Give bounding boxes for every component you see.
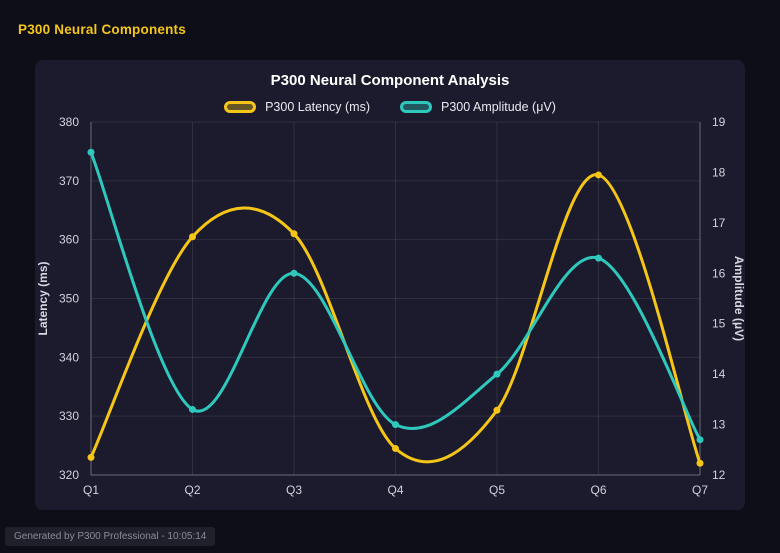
series-point-0	[392, 445, 399, 453]
legend-label-amplitude: P300 Amplitude (μV)	[441, 100, 556, 114]
legend-swatch-latency-icon	[224, 101, 257, 113]
series-point-1	[189, 405, 196, 413]
series-point-1	[392, 421, 399, 429]
x-tick-label: Q7	[692, 483, 708, 497]
left-tick-label: 360	[59, 233, 79, 247]
x-tick-label: Q4	[387, 483, 403, 497]
left-tick-label: 380	[59, 116, 79, 129]
x-tick-label: Q6	[590, 483, 606, 497]
right-tick-label: 12	[712, 468, 726, 482]
chart-legend: P300 Latency (ms) P300 Amplitude (μV)	[35, 100, 745, 114]
right-tick-label: 13	[712, 418, 726, 432]
right-tick-label: 16	[712, 266, 726, 280]
chart-svg: 320 330 340 350 360 370 380 12 13 14 15 16 17 18 19 Q1 Q…	[36, 116, 745, 497]
left-tick-label: 340	[59, 350, 79, 364]
x-tick-label: Q3	[286, 483, 302, 497]
right-tick-label: 19	[712, 116, 726, 129]
left-axis-title: Latency (ms)	[36, 261, 50, 335]
series-point-0	[493, 406, 501, 414]
legend-item-amplitude[interactable]: P300 Amplitude (μV)	[400, 100, 556, 114]
x-tick-label: Q1	[83, 483, 99, 497]
right-tick-label: 14	[712, 367, 726, 381]
series-point-0	[595, 171, 602, 179]
legend-item-latency[interactable]: P300 Latency (ms)	[224, 100, 370, 114]
series-point-1	[87, 148, 95, 156]
series-point-1	[493, 370, 501, 378]
right-axis-title: Amplitude (μV)	[732, 256, 745, 341]
series-point-1	[595, 254, 602, 262]
right-tick-label: 15	[712, 317, 726, 331]
chart-title: P300 Neural Component Analysis	[270, 72, 510, 89]
series-point-0	[290, 230, 298, 238]
legend-swatch-amplitude-icon	[400, 101, 432, 113]
series-point-0	[87, 453, 95, 461]
series-point-0	[696, 459, 704, 467]
series-point-1	[290, 269, 298, 277]
x-tick-label: Q5	[489, 483, 505, 497]
right-tick-label: 18	[712, 165, 726, 179]
page-title: P300 Neural Components	[18, 22, 186, 37]
chart-panel: P300 Neural Component Analysis P300 Late…	[35, 60, 745, 510]
left-tick-label: 350	[59, 292, 79, 306]
series-point-1	[696, 436, 704, 444]
x-tick-label: Q2	[184, 483, 200, 497]
footer-badge: Generated by P300 Professional - 10:05:1…	[5, 527, 216, 546]
left-tick-label: 370	[59, 174, 79, 188]
left-tick-label: 330	[59, 409, 79, 423]
right-tick-label: 17	[712, 216, 726, 230]
left-tick-label: 320	[59, 468, 79, 482]
legend-label-latency: P300 Latency (ms)	[265, 100, 370, 114]
series-point-0	[189, 233, 196, 241]
